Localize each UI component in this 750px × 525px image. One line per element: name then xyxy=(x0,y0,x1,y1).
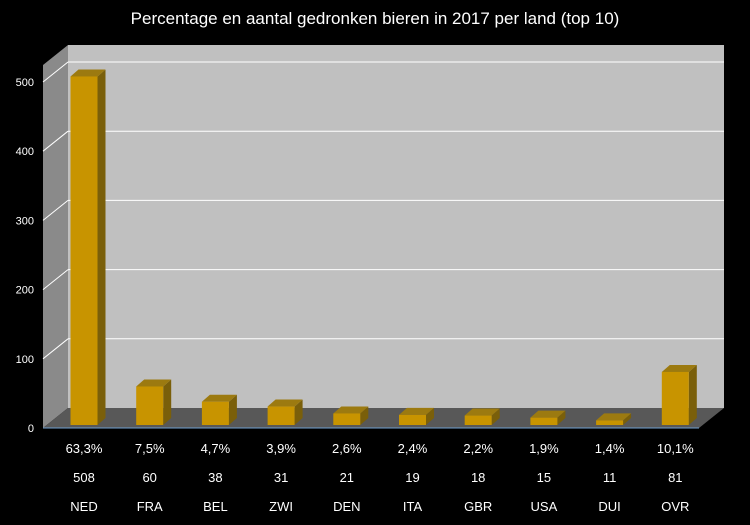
bar-side xyxy=(97,69,106,426)
bar-side xyxy=(557,410,566,425)
y-tick-label: 100 xyxy=(16,354,34,366)
count-label: 15 xyxy=(537,470,551,485)
bar xyxy=(136,379,172,425)
count-label: 18 xyxy=(471,470,485,485)
bar-side xyxy=(360,406,369,425)
count-label: 508 xyxy=(73,470,95,485)
y-tick-label: 400 xyxy=(16,146,34,158)
count-label: 38 xyxy=(208,470,222,485)
bar-front xyxy=(661,371,689,425)
bar-top xyxy=(267,399,303,407)
bar-top xyxy=(399,407,434,415)
percentage-label: 7,5% xyxy=(135,441,165,456)
bar-front xyxy=(596,420,624,425)
percentage-label: 3,9% xyxy=(266,441,296,456)
count-label: 81 xyxy=(668,470,682,485)
left-wall xyxy=(43,45,68,428)
bar-top xyxy=(136,379,172,387)
bar xyxy=(70,69,106,426)
bar xyxy=(201,394,237,425)
percentage-label: 4,7% xyxy=(201,441,231,456)
gridline-side xyxy=(42,61,69,83)
chart-title: Percentage en aantal gedronken bieren in… xyxy=(130,9,620,28)
count-label: 60 xyxy=(142,470,156,485)
percentage-label: 1,9% xyxy=(529,441,559,456)
bar xyxy=(596,413,632,425)
percentage-label: 2,4% xyxy=(398,441,428,456)
country-label: USA xyxy=(531,499,558,514)
country-label: ITA xyxy=(403,499,423,514)
percentage-label: 2,2% xyxy=(463,441,493,456)
bar-side xyxy=(623,413,632,425)
bar-top xyxy=(661,364,697,372)
percentage-label: 63,3% xyxy=(66,441,103,456)
bar xyxy=(333,406,369,425)
count-label: 31 xyxy=(274,470,288,485)
bar-side xyxy=(228,394,237,425)
bar xyxy=(399,407,434,425)
bar xyxy=(530,410,566,425)
y-tick-label: 0 xyxy=(28,423,34,435)
country-label: ZWI xyxy=(269,499,293,514)
count-label: 21 xyxy=(340,470,354,485)
country-label: DEN xyxy=(333,499,360,514)
country-label: DUI xyxy=(598,499,620,514)
bar-front xyxy=(201,401,229,425)
y-tick-label: 500 xyxy=(16,77,34,89)
country-label: FRA xyxy=(137,499,163,514)
percentage-label: 2,6% xyxy=(332,441,362,456)
bar-top xyxy=(201,394,237,402)
y-tick-label: 300 xyxy=(16,215,34,227)
percentage-label: 10,1% xyxy=(657,441,694,456)
gridline-side xyxy=(42,130,69,152)
country-label: OVR xyxy=(661,499,689,514)
bar-side xyxy=(491,408,500,425)
y-tick-label: 200 xyxy=(16,285,34,297)
bar-top xyxy=(464,408,500,416)
bar-side xyxy=(294,399,303,425)
bar-front xyxy=(267,406,295,425)
back-wall xyxy=(68,45,724,408)
gridline-side xyxy=(42,338,69,360)
gridline-side xyxy=(42,269,69,290)
count-label: 11 xyxy=(603,470,617,485)
bar-front xyxy=(333,413,361,425)
bar-side xyxy=(688,364,697,425)
bar-front xyxy=(399,414,426,425)
count-label: 19 xyxy=(405,470,419,485)
percentage-label: 1,4% xyxy=(595,441,625,456)
bar-side xyxy=(426,407,434,425)
bar-front xyxy=(530,417,558,425)
bar-top xyxy=(333,406,369,414)
bar-front xyxy=(464,415,492,425)
bar-top xyxy=(70,69,106,77)
bar-front xyxy=(70,76,98,426)
bar-side xyxy=(163,379,172,425)
bar xyxy=(661,364,697,425)
bar-top xyxy=(530,410,566,418)
gridline-side xyxy=(42,200,69,221)
bar xyxy=(464,408,500,425)
bar-top xyxy=(596,413,632,421)
country-label: BEL xyxy=(203,499,228,514)
bar xyxy=(267,399,303,425)
bar-front xyxy=(136,386,164,425)
country-label: NED xyxy=(70,499,97,514)
country-label: GBR xyxy=(464,499,492,514)
